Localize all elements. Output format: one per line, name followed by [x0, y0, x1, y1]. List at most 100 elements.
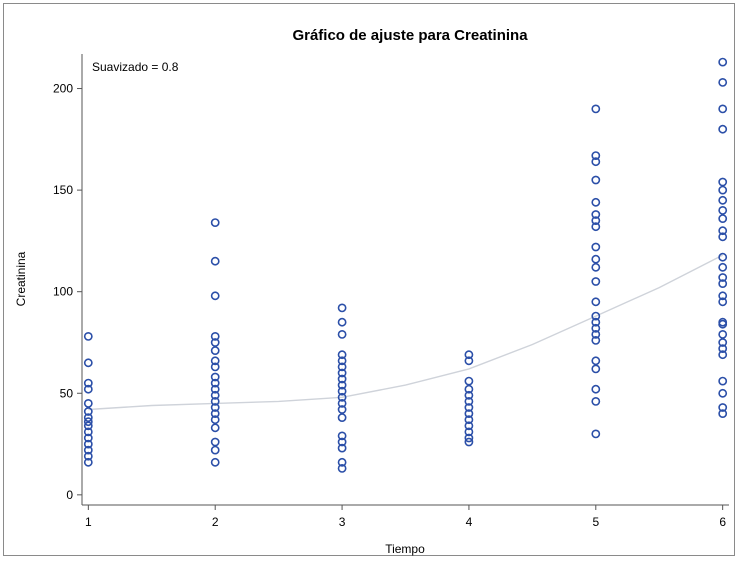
- data-point: [464, 427, 474, 437]
- fit-line-layer: [88, 254, 724, 411]
- data-point: [718, 279, 728, 288]
- data-point: [718, 350, 728, 360]
- data-point: [718, 291, 728, 301]
- data-point: [337, 405, 347, 414]
- fit-line: [88, 254, 724, 411]
- data-point: [210, 331, 220, 341]
- data-point: [464, 403, 474, 412]
- data-point: [718, 214, 728, 223]
- data-point: [83, 439, 93, 449]
- data-point: [718, 344, 728, 353]
- data-point: [591, 262, 601, 272]
- data-point: [210, 338, 220, 347]
- data-point: [464, 390, 474, 400]
- y-tick-label: 50: [60, 386, 74, 400]
- data-point: [718, 319, 728, 329]
- points-layer: [83, 57, 728, 473]
- data-point: [210, 437, 220, 447]
- data-point: [210, 291, 220, 301]
- data-point: [718, 124, 728, 134]
- data-point: [591, 364, 601, 374]
- data-point: [337, 457, 347, 467]
- data-point: [718, 376, 728, 386]
- axes-layer: 0 50 100 150 200 1 2 3 4 5 6: [53, 54, 729, 529]
- data-point: [464, 437, 474, 447]
- data-point: [591, 317, 601, 327]
- data-point: [337, 329, 347, 339]
- data-point: [591, 329, 601, 339]
- data-point: [718, 338, 728, 347]
- data-point: [591, 216, 601, 225]
- data-point: [83, 378, 93, 388]
- x-tick-label: 6: [719, 515, 726, 529]
- data-point: [83, 358, 93, 368]
- data-point: [591, 157, 601, 167]
- data-point: [337, 356, 347, 366]
- y-axis-label: Creatinina: [14, 251, 28, 306]
- data-point: [337, 443, 347, 453]
- data-point: [718, 104, 728, 114]
- data-point: [591, 175, 601, 185]
- data-point: [718, 78, 728, 87]
- data-point: [464, 409, 474, 418]
- data-point: [210, 378, 220, 388]
- data-point: [591, 104, 601, 114]
- data-point: [718, 226, 728, 236]
- x-tick-label: 2: [212, 515, 219, 529]
- data-point: [464, 433, 474, 443]
- data-point: [718, 232, 728, 242]
- scatter-chart: Gráfico de ajuste para Creatinina 0 50 100…: [14, 27, 729, 556]
- x-tick-label: 4: [466, 515, 473, 529]
- smoothing-annotation: Suavizado = 0.8: [92, 60, 179, 74]
- data-point: [210, 409, 220, 418]
- data-point: [464, 376, 474, 386]
- data-point: [210, 396, 220, 406]
- data-point: [83, 445, 93, 455]
- data-point: [591, 297, 601, 307]
- data-point: [210, 457, 220, 467]
- data-point: [83, 421, 93, 431]
- data-point: [337, 362, 347, 372]
- chart-title: Gráfico de ajuste para Creatinina: [292, 27, 528, 44]
- data-point: [718, 252, 728, 262]
- data-point: [591, 396, 601, 406]
- data-point: [337, 350, 347, 360]
- data-point: [337, 431, 347, 441]
- data-point: [718, 262, 728, 272]
- data-point: [464, 415, 474, 425]
- data-point: [591, 151, 601, 160]
- data-point: [591, 384, 601, 394]
- x-axis-label: Tiempo: [385, 542, 425, 556]
- data-point: [718, 195, 728, 205]
- data-point: [591, 356, 601, 366]
- data-point: [337, 413, 347, 422]
- data-point: [337, 398, 347, 408]
- data-point: [210, 390, 220, 400]
- data-point: [464, 396, 474, 406]
- data-point: [591, 277, 601, 286]
- data-point: [83, 384, 93, 394]
- data-point: [337, 463, 347, 473]
- data-point: [591, 335, 601, 345]
- data-point: [591, 222, 601, 232]
- data-point: [337, 368, 347, 378]
- data-point: [83, 413, 93, 422]
- data-point: [718, 177, 728, 187]
- data-point: [591, 429, 601, 439]
- x-tick-label: 5: [592, 515, 599, 529]
- data-point: [718, 329, 728, 339]
- x-tick-label: 3: [339, 515, 346, 529]
- data-point: [83, 457, 93, 467]
- data-point: [591, 254, 601, 264]
- data-point: [718, 409, 728, 418]
- data-point: [337, 392, 347, 402]
- data-point: [337, 380, 347, 390]
- data-point: [83, 398, 93, 408]
- data-point: [210, 415, 220, 425]
- data-point: [718, 297, 728, 307]
- data-point: [464, 356, 474, 366]
- data-point: [210, 384, 220, 394]
- chart-frame: Gráfico de ajuste para Creatinina 0 50 100…: [3, 3, 735, 556]
- data-point: [210, 362, 220, 372]
- data-point: [83, 427, 93, 437]
